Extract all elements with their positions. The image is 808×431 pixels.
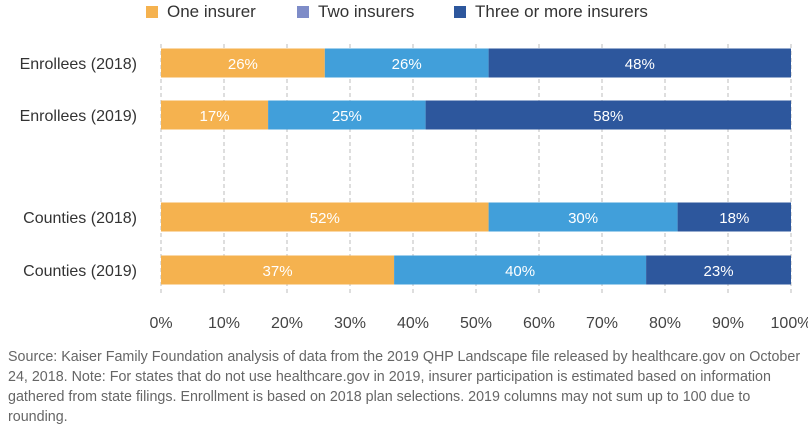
bar-data-label: 37% bbox=[263, 263, 293, 280]
bar-data-label: 52% bbox=[310, 210, 340, 227]
bar-data-label: 23% bbox=[704, 263, 734, 280]
bar-segment bbox=[488, 202, 678, 232]
bar-data-label: 25% bbox=[332, 108, 362, 125]
bar-data-label: 26% bbox=[228, 56, 258, 73]
legend-item-three-or-more-insurers: Three or more insurers bbox=[454, 2, 648, 22]
bar-segment bbox=[646, 255, 791, 285]
category-label: Counties (2018) bbox=[23, 210, 137, 227]
x-tick-label: 50% bbox=[460, 315, 492, 332]
x-tick-label: 40% bbox=[397, 315, 429, 332]
bar-segment bbox=[161, 100, 269, 130]
bar-segment bbox=[161, 202, 489, 232]
x-tick-label: 70% bbox=[586, 315, 618, 332]
bar-data-label: 40% bbox=[505, 263, 535, 280]
legend-swatch-three-or-more bbox=[454, 6, 466, 18]
stacked-bar-chart: 0% 10% 20% 30% 40% 50% 60% 70% 80% 90% 100% Enrolle… bbox=[20, 44, 808, 332]
bar-data-label: 48% bbox=[625, 56, 655, 73]
x-tick-label: 90% bbox=[712, 315, 744, 332]
x-tick-label: 30% bbox=[334, 315, 366, 332]
bar-segment bbox=[488, 48, 791, 78]
legend-swatch-two-insurers bbox=[297, 6, 309, 18]
bar-segment bbox=[394, 255, 647, 285]
legend-swatch-one-insurer bbox=[146, 6, 158, 18]
bar-segment bbox=[161, 255, 395, 285]
bar-segment bbox=[425, 100, 791, 130]
bar-segment bbox=[324, 48, 489, 78]
x-tick-label: 60% bbox=[523, 315, 555, 332]
legend-label-three-or-more: Three or more insurers bbox=[475, 2, 648, 21]
legend-item-two-insurers: Two insurers bbox=[297, 2, 414, 22]
bar-data-label: 58% bbox=[593, 108, 623, 125]
bar-segment bbox=[161, 48, 325, 78]
bar-data-label: 26% bbox=[392, 56, 422, 73]
legend-label-two-insurers: Two insurers bbox=[318, 2, 415, 21]
bar-segment bbox=[677, 202, 791, 232]
x-tick-label: 0% bbox=[149, 315, 172, 332]
category-label: Enrollees (2018) bbox=[20, 56, 137, 73]
bar-data-label: 30% bbox=[568, 210, 598, 227]
bar-data-label: 18% bbox=[719, 210, 749, 227]
x-tick-label: 10% bbox=[208, 315, 240, 332]
category-label: Enrollees (2019) bbox=[20, 108, 137, 125]
chart-legend: One insurer Two insurers Three or more i… bbox=[0, 0, 808, 24]
bar-data-label: 17% bbox=[200, 108, 230, 125]
x-tick-label: 20% bbox=[271, 315, 303, 332]
x-tick-label: 80% bbox=[649, 315, 681, 332]
bar-segment bbox=[268, 100, 426, 130]
legend-label-one-insurer: One insurer bbox=[167, 2, 256, 21]
x-tick-label: 100% bbox=[771, 315, 808, 332]
category-label: Counties (2019) bbox=[23, 263, 137, 280]
legend-item-one-insurer: One insurer bbox=[146, 2, 256, 22]
source-note: Source: Kaiser Family Foundation analysi… bbox=[8, 349, 801, 425]
